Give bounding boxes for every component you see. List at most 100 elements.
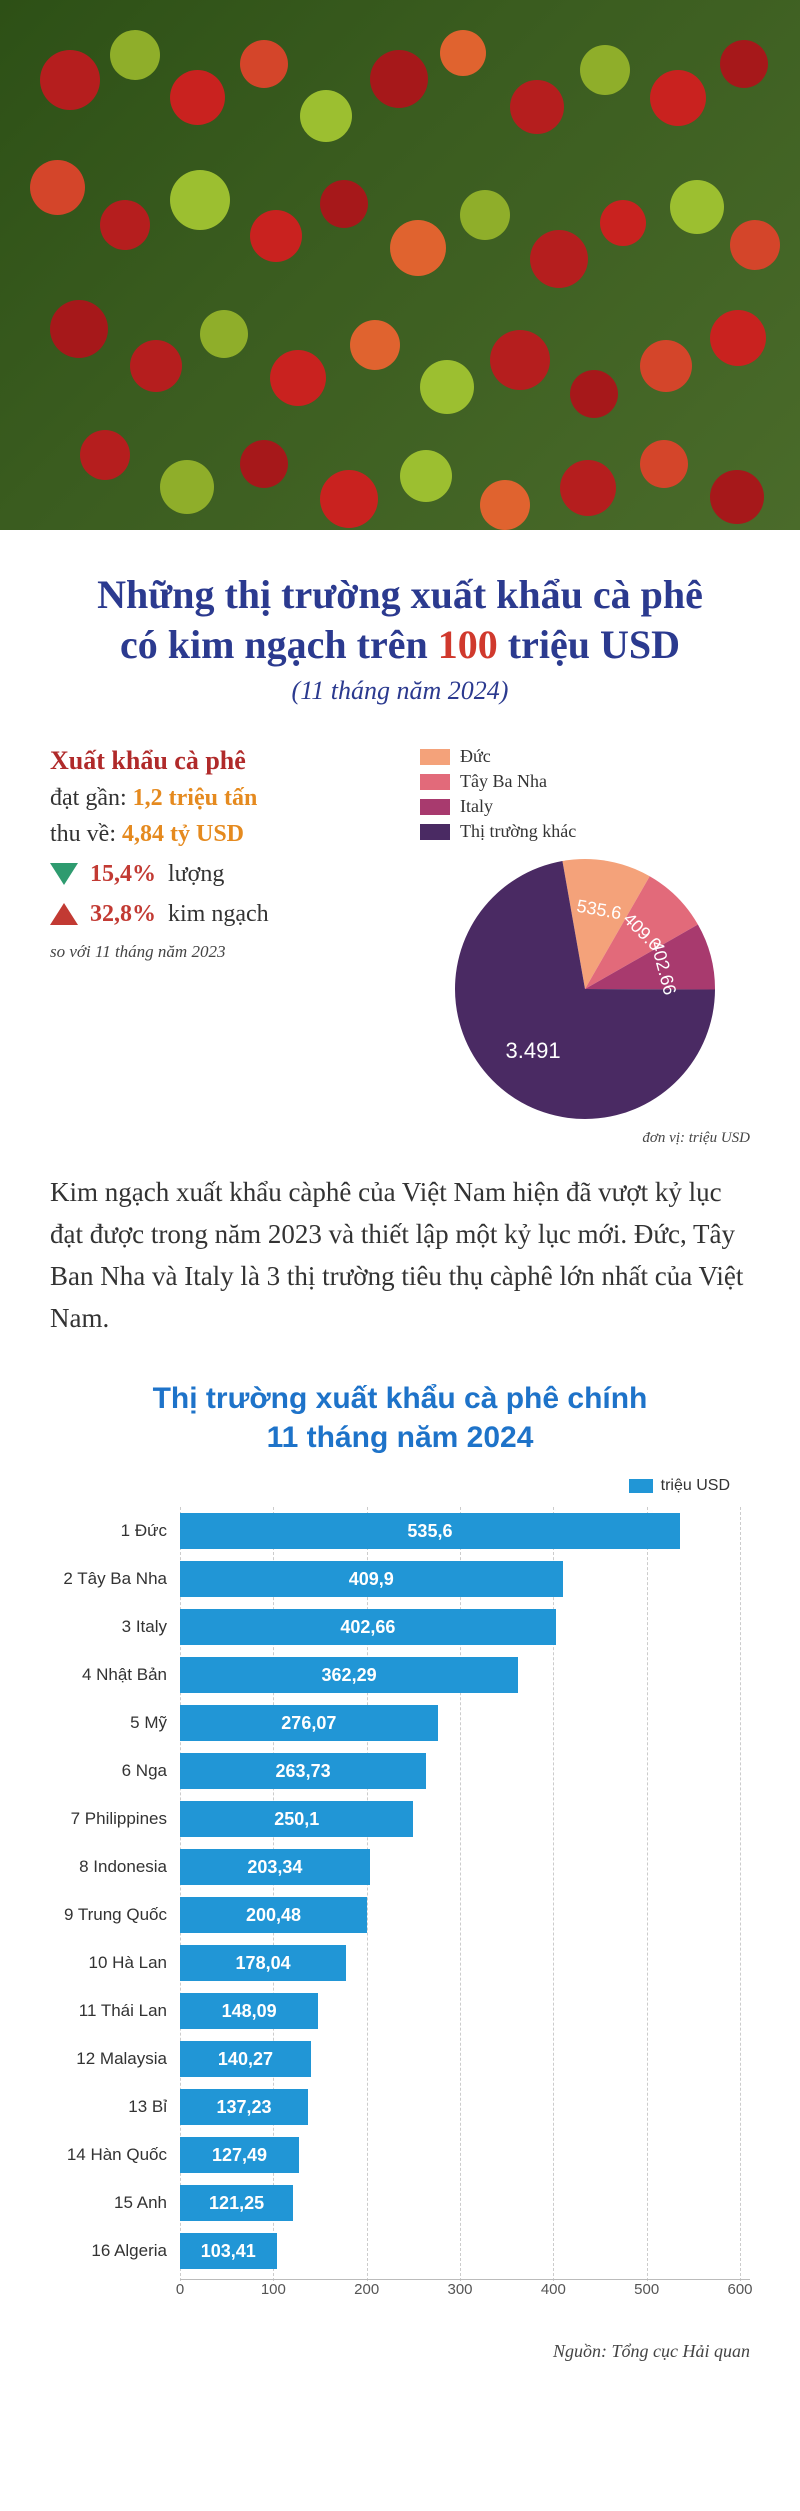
stat2-val: 4,84 tỷ USD xyxy=(122,821,244,847)
bar-row: 11 Thái Lan148,09 xyxy=(180,1987,750,2035)
pie-chart: 535.6409.0402.663.491 xyxy=(450,854,720,1124)
bar-row: 5 Mỹ276,07 xyxy=(180,1699,750,1747)
bar-label: 7 Philippines xyxy=(50,1809,175,1829)
legend-swatch xyxy=(420,749,450,765)
bar-row: 12 Malaysia140,27 xyxy=(180,2035,750,2083)
bar: 263,73 xyxy=(180,1753,426,1789)
axis-tick: 200 xyxy=(354,2281,379,2298)
bar: 200,48 xyxy=(180,1897,367,1933)
headline-accent: 100 xyxy=(438,622,498,667)
chart-legend-label: triệu USD xyxy=(661,1477,730,1495)
legend-label: Thị trường khác xyxy=(460,821,576,842)
bar-label: 9 Trung Quốc xyxy=(50,1905,175,1925)
change-down: 15,4% lượng xyxy=(50,856,390,892)
bar-row: 2 Tây Ba Nha409,9 xyxy=(180,1555,750,1603)
source-text: Nguồn: Tổng cục Hải quan xyxy=(50,2341,750,2362)
bar-row: 1 Đức535,6 xyxy=(180,1507,750,1555)
bar-label: 14 Hàn Quốc xyxy=(50,2145,175,2165)
axis-tick: 600 xyxy=(727,2281,752,2298)
bar-row: 9 Trung Quốc200,48 xyxy=(180,1891,750,1939)
down-pct: 15,4% xyxy=(90,856,156,892)
axis-tick: 300 xyxy=(447,2281,472,2298)
bar-label: 4 Nhật Bản xyxy=(50,1665,175,1685)
legend-label: Đức xyxy=(460,746,491,767)
pie-legend-item: Italy xyxy=(420,796,750,817)
stat1-val: 1,2 triệu tấn xyxy=(133,785,258,811)
hero-image xyxy=(0,0,800,530)
bar-row: 4 Nhật Bản362,29 xyxy=(180,1651,750,1699)
bar: 276,07 xyxy=(180,1705,438,1741)
change-up: 32,8% kim ngạch xyxy=(50,896,390,932)
bar-row: 10 Hà Lan178,04 xyxy=(180,1939,750,1987)
legend-swatch xyxy=(420,824,450,840)
legend-swatch xyxy=(420,774,450,790)
stat1-pre: đạt gần: xyxy=(50,785,133,811)
bar-label: 1 Đức xyxy=(50,1521,175,1541)
legend-swatch xyxy=(420,799,450,815)
stats-row: Xuất khẩu cà phê đạt gần: 1,2 triệu tấn … xyxy=(50,746,750,1147)
stat2-pre: thu về: xyxy=(50,821,122,847)
subhead: (11 tháng năm 2024) xyxy=(50,676,750,706)
stats-left: Xuất khẩu cà phê đạt gần: 1,2 triệu tấn … xyxy=(50,746,390,1147)
bar-row: 6 Nga263,73 xyxy=(180,1747,750,1795)
bar-label: 3 Italy xyxy=(50,1617,175,1637)
bar-label: 12 Malaysia xyxy=(50,2049,175,2069)
pie-area: Đức Tây Ba Nha Italy Thị trường khác 535.64… xyxy=(420,746,750,1147)
bar-label: 5 Mỹ xyxy=(50,1713,175,1733)
chart-legend-swatch xyxy=(629,1479,653,1493)
bar: 148,09 xyxy=(180,1993,318,2029)
bar-row: 8 Indonesia203,34 xyxy=(180,1843,750,1891)
triangle-down-icon xyxy=(50,863,78,885)
bar: 409,9 xyxy=(180,1561,563,1597)
headline: Những thị trường xuất khẩu cà phê có kim… xyxy=(50,570,750,670)
x-axis: 0100200300400500600 xyxy=(180,2281,750,2311)
bar-row: 15 Anh121,25 xyxy=(180,2179,750,2227)
bar-row: 7 Philippines250,1 xyxy=(180,1795,750,1843)
bar: 121,25 xyxy=(180,2185,293,2221)
bar-label: 2 Tây Ba Nha xyxy=(50,1569,175,1589)
body-text: Kim ngạch xuất khẩu càphê của Việt Nam h… xyxy=(50,1172,750,1339)
triangle-up-icon xyxy=(50,903,78,925)
bar: 103,41 xyxy=(180,2233,277,2269)
bar-row: 16 Algeria103,41 xyxy=(180,2227,750,2275)
bar: 203,34 xyxy=(180,1849,370,1885)
bar-row: 3 Italy402,66 xyxy=(180,1603,750,1651)
pie-legend-item: Đức xyxy=(420,746,750,767)
pie-legend: Đức Tây Ba Nha Italy Thị trường khác xyxy=(420,746,750,842)
stat-line-2: thu về: 4,84 tỷ USD xyxy=(50,816,390,852)
axis-tick: 500 xyxy=(634,2281,659,2298)
pie-legend-item: Tây Ba Nha xyxy=(420,771,750,792)
chart-legend: triệu USD xyxy=(50,1477,750,1495)
legend-label: Tây Ba Nha xyxy=(460,771,547,792)
pie-slice-label: 3.491 xyxy=(506,1038,561,1064)
bar-label: 16 Algeria xyxy=(50,2241,175,2261)
bar-label: 11 Thái Lan xyxy=(50,2001,175,2021)
stat-title: Xuất khẩu cà phê xyxy=(50,746,390,776)
headline-line2-post: triệu USD xyxy=(498,622,680,667)
bar-label: 6 Nga xyxy=(50,1761,175,1781)
bar-label: 8 Indonesia xyxy=(50,1857,175,1877)
bar: 535,6 xyxy=(180,1513,680,1549)
stats-footnote: so với 11 tháng năm 2023 xyxy=(50,942,390,962)
bar: 127,49 xyxy=(180,2137,299,2173)
stat-line-1: đạt gần: 1,2 triệu tấn xyxy=(50,780,390,816)
bar-label: 15 Anh xyxy=(50,2193,175,2213)
bar: 250,1 xyxy=(180,1801,413,1837)
bar-chart: 1 Đức535,62 Tây Ba Nha409,93 Italy402,66… xyxy=(50,1507,750,2311)
chart-title-l2: 11 tháng năm 2024 xyxy=(267,1421,534,1454)
bar: 402,66 xyxy=(180,1609,556,1645)
headline-line2-pre: có kim ngạch trên xyxy=(120,622,438,667)
pie-unit: đơn vị: triệu USD xyxy=(420,1130,750,1147)
legend-label: Italy xyxy=(460,796,493,817)
bar: 178,04 xyxy=(180,1945,346,1981)
content-area: Những thị trường xuất khẩu cà phê có kim… xyxy=(0,530,800,2392)
up-label: kim ngạch xyxy=(168,896,269,932)
bar: 140,27 xyxy=(180,2041,311,2077)
bar: 137,23 xyxy=(180,2089,308,2125)
down-label: lượng xyxy=(168,856,224,892)
chart-title-l1: Thị trường xuất khẩu cà phê chính xyxy=(153,1382,648,1415)
headline-line1: Những thị trường xuất khẩu cà phê xyxy=(97,572,703,617)
axis-tick: 400 xyxy=(541,2281,566,2298)
bar-label: 13 Bỉ xyxy=(50,2097,175,2117)
chart-title: Thị trường xuất khẩu cà phê chính 11 thá… xyxy=(50,1379,750,1457)
